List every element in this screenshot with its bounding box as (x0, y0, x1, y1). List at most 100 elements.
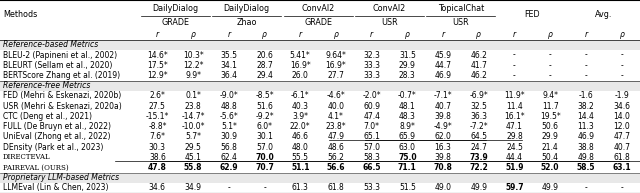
Text: 50.4: 50.4 (541, 153, 559, 162)
Bar (0, 91, 640, 101)
Text: 62.4: 62.4 (220, 153, 237, 162)
Text: Reference-based Metrics: Reference-based Metrics (3, 40, 98, 49)
Text: 36.3: 36.3 (470, 112, 487, 121)
Text: USR (Mehri & Eskenazi, 2020a): USR (Mehri & Eskenazi, 2020a) (3, 102, 122, 111)
Text: 16.9*: 16.9* (290, 61, 310, 70)
Text: DIRECTEVAL: DIRECTEVAL (3, 153, 50, 161)
Text: -5.6*: -5.6* (220, 112, 238, 121)
Text: 36.4: 36.4 (220, 71, 237, 80)
Text: 70.7: 70.7 (255, 163, 274, 172)
Text: -14.7*: -14.7* (181, 112, 205, 121)
Text: 48.1: 48.1 (399, 102, 416, 111)
Text: 49.8: 49.8 (577, 153, 595, 162)
Text: 23.8*: 23.8* (326, 122, 346, 131)
Text: BLEURT (Sellam et al., 2020): BLEURT (Sellam et al., 2020) (3, 61, 112, 70)
Text: -: - (584, 183, 588, 192)
Text: 30.1: 30.1 (256, 132, 273, 141)
Text: 44.7: 44.7 (435, 61, 452, 70)
Text: 51.9: 51.9 (505, 163, 524, 172)
Text: CTC (Deng et al., 2021): CTC (Deng et al., 2021) (3, 112, 92, 121)
Text: -7.1*: -7.1* (434, 91, 452, 101)
Text: -: - (513, 61, 516, 70)
Text: 56.2: 56.2 (328, 153, 344, 162)
Text: ρ: ρ (191, 30, 196, 39)
Text: 51.1: 51.1 (291, 163, 310, 172)
Bar (0, 81, 640, 91)
Bar (0, 16, 640, 29)
Bar (0, 50, 640, 60)
Text: 29.5: 29.5 (185, 143, 202, 152)
Text: 12.9*: 12.9* (147, 71, 168, 80)
Text: 60.9: 60.9 (363, 102, 380, 111)
Text: 46.9: 46.9 (435, 71, 452, 80)
Text: 51.5: 51.5 (399, 183, 416, 192)
Text: 30.3: 30.3 (149, 143, 166, 152)
Text: 40.0: 40.0 (328, 102, 344, 111)
Text: 14.0: 14.0 (614, 112, 630, 121)
Text: 58.5: 58.5 (577, 163, 595, 172)
Bar (0, 173, 640, 183)
Text: -9.0*: -9.0* (220, 91, 238, 101)
Text: -: - (513, 71, 516, 80)
Text: 47.4: 47.4 (363, 112, 380, 121)
Text: 38.6: 38.6 (149, 153, 166, 162)
Text: 73.9: 73.9 (469, 153, 488, 162)
Bar (0, 162, 640, 173)
Text: 65.1: 65.1 (364, 132, 380, 141)
Text: -6.9*: -6.9* (469, 91, 488, 101)
Bar (0, 111, 640, 122)
Text: -4.9*: -4.9* (434, 122, 452, 131)
Text: 61.8: 61.8 (328, 183, 344, 192)
Text: -: - (549, 61, 552, 70)
Text: 8.9*: 8.9* (399, 122, 415, 131)
Text: 29.8: 29.8 (506, 132, 523, 141)
Bar (0, 60, 640, 70)
Text: ρ: ρ (333, 30, 339, 39)
Text: 62.0: 62.0 (435, 132, 451, 141)
Text: 39.8: 39.8 (435, 153, 451, 162)
Text: r: r (227, 30, 230, 39)
Text: 39.8: 39.8 (435, 112, 451, 121)
Text: 16.9*: 16.9* (326, 61, 346, 70)
Text: 19.5*: 19.5* (540, 112, 561, 121)
Text: -6.1*: -6.1* (291, 91, 310, 101)
Text: BERTScore Zhang et al. (2019): BERTScore Zhang et al. (2019) (3, 71, 120, 80)
Text: 26.0: 26.0 (292, 71, 308, 80)
Text: 5.41*: 5.41* (290, 51, 310, 60)
Text: 33.3: 33.3 (363, 71, 380, 80)
Text: -9.2*: -9.2* (255, 112, 274, 121)
Text: 38.8: 38.8 (577, 143, 595, 152)
Text: r: r (513, 30, 516, 39)
Text: DEnsity (Park et al., 2023): DEnsity (Park et al., 2023) (3, 143, 103, 152)
Text: 11.7: 11.7 (542, 102, 559, 111)
Text: -7.2*: -7.2* (470, 122, 488, 131)
Text: 29.9: 29.9 (399, 61, 416, 70)
Text: 55.8: 55.8 (184, 163, 202, 172)
Text: 56.8: 56.8 (220, 143, 237, 152)
Text: 70.8: 70.8 (434, 163, 452, 172)
Text: 22.0*: 22.0* (290, 122, 310, 131)
Text: ρ: ρ (405, 30, 410, 39)
Text: USR: USR (381, 18, 398, 27)
Text: 44.4: 44.4 (506, 153, 523, 162)
Text: 47.7: 47.7 (613, 132, 630, 141)
Text: 63.1: 63.1 (612, 163, 631, 172)
Text: 49.9: 49.9 (541, 183, 559, 192)
Text: 48.6: 48.6 (328, 143, 344, 152)
Text: 11.9*: 11.9* (504, 91, 525, 101)
Text: USR: USR (452, 18, 469, 27)
Text: 64.5: 64.5 (470, 132, 487, 141)
Text: 47.8: 47.8 (148, 163, 167, 172)
Text: 41.7: 41.7 (470, 61, 487, 70)
Text: 9.4*: 9.4* (542, 91, 558, 101)
Text: 50.6: 50.6 (541, 122, 559, 131)
Text: ConvAI2: ConvAI2 (373, 3, 406, 13)
Bar (0, 122, 640, 132)
Text: 2.6*: 2.6* (149, 91, 165, 101)
Bar (0, 142, 640, 152)
Text: FULL (De Bruyn et al., 2022): FULL (De Bruyn et al., 2022) (3, 122, 111, 131)
Text: 62.9: 62.9 (220, 163, 238, 172)
Text: 12.2*: 12.2* (183, 61, 204, 70)
Text: 7.6*: 7.6* (149, 132, 165, 141)
Text: -: - (621, 51, 623, 60)
